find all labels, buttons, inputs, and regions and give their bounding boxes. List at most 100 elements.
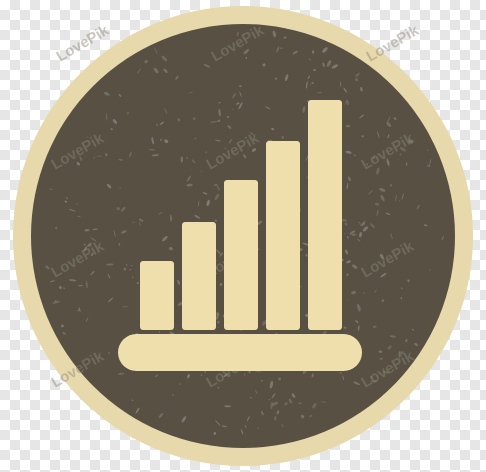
speckle [219, 252, 224, 257]
speckle [219, 282, 223, 287]
speckle [274, 77, 278, 80]
speckle [357, 238, 361, 242]
speckle [107, 352, 111, 354]
speckle [194, 215, 201, 219]
speckle [136, 68, 142, 74]
speckle [281, 424, 284, 428]
speckle [284, 402, 288, 406]
speckle [60, 324, 64, 328]
speckle [68, 279, 77, 282]
speckle [339, 81, 342, 88]
speckle [405, 162, 408, 166]
speckle [347, 176, 351, 182]
chart-baseline [118, 334, 362, 371]
speckle [205, 151, 208, 154]
speckle [376, 167, 380, 175]
speckle [398, 351, 404, 355]
speckle [49, 280, 56, 283]
speckle [203, 64, 211, 68]
speckle [144, 59, 148, 64]
speckle [181, 416, 187, 423]
speckle [84, 229, 90, 232]
speckle [288, 398, 293, 404]
speckle [370, 376, 373, 379]
speckle [217, 386, 220, 389]
speckle [118, 93, 122, 97]
speckle [90, 237, 97, 242]
speckle [191, 159, 196, 164]
speckle [216, 320, 220, 324]
speckle [268, 398, 271, 401]
speckle [245, 56, 248, 60]
speckle [272, 30, 276, 38]
speckle [162, 235, 168, 242]
speckle [118, 242, 121, 246]
speckle [92, 228, 98, 230]
speckle [136, 282, 139, 285]
speckle [188, 91, 193, 94]
speckle [161, 55, 168, 62]
speckle [302, 242, 310, 246]
speckle [110, 128, 113, 131]
speckle [232, 93, 236, 99]
speckle [407, 279, 410, 282]
speckle [155, 374, 158, 378]
chart-bar-3 [224, 180, 258, 330]
speckle [307, 75, 310, 80]
speckle [322, 330, 327, 336]
speckle [271, 127, 275, 131]
speckle [215, 420, 221, 426]
speckle [158, 413, 164, 419]
speckle [118, 372, 125, 375]
speckle [83, 243, 86, 246]
speckle [151, 137, 154, 145]
speckle [356, 303, 361, 312]
speckle [400, 287, 403, 290]
speckle [49, 188, 54, 190]
speckle [361, 135, 365, 138]
speckle [379, 187, 386, 192]
speckle [159, 121, 165, 125]
speckle [163, 68, 168, 74]
speckle [292, 50, 299, 55]
speckle [366, 163, 368, 166]
speckle [380, 272, 387, 278]
speckle [232, 108, 234, 111]
speckle [374, 289, 377, 294]
speckle [214, 139, 222, 142]
speckle [178, 383, 182, 385]
speckle [269, 380, 274, 389]
speckle [386, 158, 390, 166]
speckle [158, 211, 163, 215]
speckle [164, 139, 169, 144]
speckle [359, 114, 365, 119]
speckle [59, 285, 62, 290]
speckle [216, 184, 220, 192]
speckle [106, 112, 108, 121]
speckle [65, 196, 69, 200]
bar-chart-icon [140, 100, 342, 330]
speckle [271, 392, 276, 399]
speckle [249, 396, 252, 399]
speckle [347, 236, 349, 239]
speckle [357, 325, 360, 331]
speckle [423, 224, 428, 227]
speckle [346, 273, 349, 277]
speckle [260, 379, 263, 382]
speckle [120, 230, 127, 234]
speckle [107, 297, 114, 303]
speckle [343, 326, 347, 329]
chart-bar-2 [182, 222, 216, 330]
speckle [374, 202, 380, 206]
speckle [177, 279, 181, 285]
speckle [216, 267, 218, 269]
speckle [326, 60, 332, 67]
speckle [238, 85, 242, 88]
speckle [243, 49, 250, 55]
speckle [372, 156, 376, 160]
speckle [217, 326, 219, 329]
speckle [351, 264, 358, 269]
speckle [121, 306, 129, 308]
speckle [64, 200, 68, 203]
speckle [308, 58, 312, 61]
